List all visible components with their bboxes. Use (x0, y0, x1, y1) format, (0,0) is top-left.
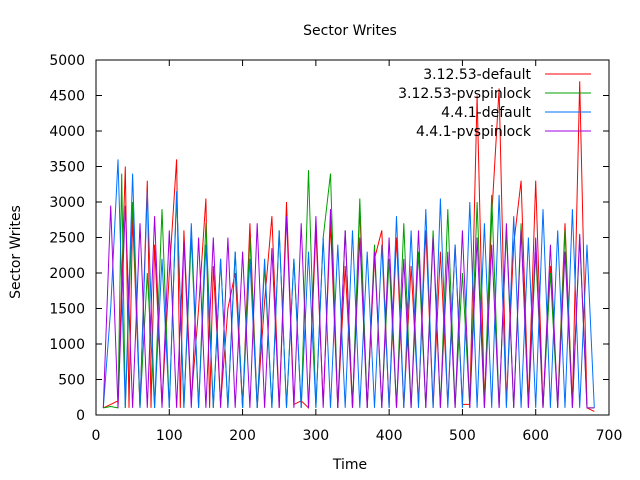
y-axis-label: Sector Writes (8, 205, 24, 299)
y-tick-label: 2000 (49, 266, 85, 282)
series-line (102, 159, 595, 408)
y-tick-label: 2500 (49, 231, 85, 247)
legend-label: 4.4.1-default (441, 105, 531, 121)
legend-label: 4.4.1-pvspinlock (416, 124, 532, 140)
legend-label: 3.12.53-pvspinlock (398, 86, 532, 102)
legend-label: 3.12.53-default (423, 67, 531, 83)
x-tick-label: 300 (302, 428, 329, 444)
y-tick-label: 0 (76, 408, 85, 424)
legend: 3.12.53-default 3.12.53-pvspinlock 4.4.1-d… (398, 67, 591, 140)
series-lines (102, 81, 595, 412)
x-axis: 0 100 200 300 400 500 600 700 (92, 60, 623, 444)
x-tick-label: 0 (92, 428, 101, 444)
x-tick-label: 600 (522, 428, 549, 444)
y-tick-label: 1500 (49, 302, 85, 318)
x-tick-label: 200 (229, 428, 256, 444)
y-tick-label: 3000 (49, 195, 85, 211)
x-axis-label: Time (332, 457, 367, 473)
x-tick-label: 400 (376, 428, 403, 444)
x-tick-label: 100 (156, 428, 183, 444)
x-tick-label: 500 (449, 428, 476, 444)
y-tick-label: 5000 (49, 53, 85, 69)
y-tick-label: 4500 (49, 89, 85, 105)
series-line (102, 205, 595, 409)
x-tick-label: 700 (596, 428, 623, 444)
chart-title: Sector Writes (303, 23, 397, 39)
y-tick-label: 3500 (49, 160, 85, 176)
y-axis: 0 500 1000 1500 2000 2500 3000 3500 4000 4500 5000 (49, 53, 609, 424)
y-tick-label: 1000 (49, 337, 85, 353)
y-tick-label: 500 (58, 373, 85, 389)
y-tick-label: 4000 (49, 124, 85, 140)
